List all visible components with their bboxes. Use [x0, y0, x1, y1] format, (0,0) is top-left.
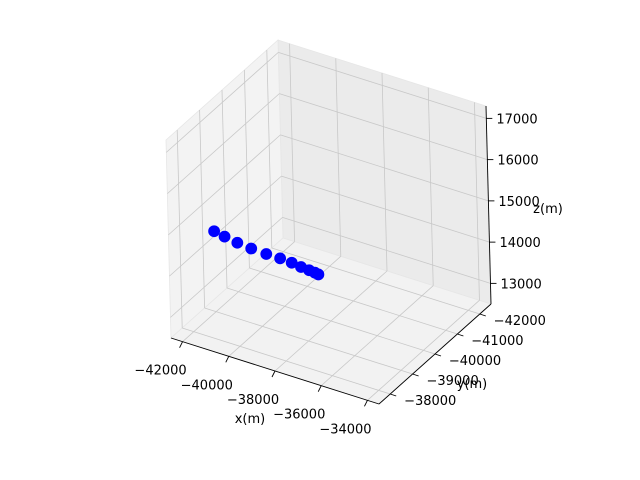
- axis-panes: [165, 39, 492, 405]
- data-point: [260, 248, 273, 260]
- grid-line-y: [204, 307, 413, 375]
- tick-mark-x: [225, 356, 230, 363]
- tick-mark-y: [457, 333, 464, 337]
- data-point: [245, 242, 258, 255]
- tick-mark-y: [390, 393, 397, 397]
- grid-line-z: [167, 93, 280, 194]
- data-point: [274, 252, 287, 265]
- tick-label-y: −39000: [426, 374, 478, 389]
- tick-label-x: −42000: [134, 364, 186, 379]
- data-points: [208, 225, 325, 281]
- grid-line-y: [199, 109, 205, 309]
- tick-label-z: 15000: [498, 195, 539, 210]
- tick-label-y: −38000: [404, 394, 456, 409]
- grid-line-z: [169, 175, 282, 277]
- tick-label-x: −40000: [181, 378, 233, 393]
- grid-line-y: [226, 287, 436, 355]
- tick-mark-x: [179, 341, 183, 348]
- grid-line-z: [282, 216, 491, 284]
- tick-mark-y: [479, 313, 486, 317]
- tick-label-x: −36000: [273, 408, 325, 423]
- grid-line-y: [176, 129, 183, 329]
- axis-labels: x(m) y(m) z(m): [235, 202, 563, 427]
- tick-label-z: 17000: [496, 112, 537, 127]
- grid-line-x: [381, 72, 388, 272]
- grid-line-z: [278, 51, 487, 119]
- grid-line-z: [168, 134, 281, 236]
- grid-line-x: [335, 58, 342, 257]
- grid-line-y: [271, 247, 480, 315]
- tick-label-x: −38000: [227, 393, 279, 408]
- grid-line-z: [281, 175, 490, 243]
- grid-line-y: [221, 89, 228, 289]
- grid-line-y: [266, 49, 273, 249]
- data-point: [231, 236, 244, 249]
- tick-label-y: −40000: [449, 354, 501, 369]
- grid-line-x: [289, 43, 295, 242]
- tick-label-y: −42000: [494, 314, 546, 329]
- grid-line-z: [170, 217, 283, 318]
- tick-mark-x: [317, 385, 322, 392]
- data-point: [208, 225, 221, 238]
- tick-label-y: −41000: [471, 334, 523, 349]
- tick-label-z: 16000: [497, 154, 538, 169]
- grid-line-y: [244, 69, 250, 269]
- grid-line-z: [279, 93, 488, 161]
- tick-label-z: 13000: [500, 277, 541, 292]
- tick-label-z: 14000: [499, 236, 540, 251]
- grid-lines: [166, 43, 491, 401]
- grid-line-z: [166, 52, 279, 153]
- tick-label-x: −34000: [319, 422, 371, 437]
- tick-mark-x: [364, 400, 368, 407]
- axis-ticks: −42000−40000−38000−36000−34000−42000−410…: [134, 112, 545, 437]
- grid-line-z: [280, 134, 489, 202]
- z-axis-label: z(m): [533, 202, 563, 217]
- y-axis-label: y(m): [457, 377, 488, 392]
- tick-mark-x: [271, 370, 276, 378]
- data-point: [218, 230, 231, 243]
- data-point: [312, 268, 325, 281]
- z-axis-line: [485, 105, 492, 305]
- grid-line-x: [474, 102, 480, 301]
- grid-line-x: [427, 87, 434, 286]
- tick-mark-y: [412, 373, 419, 377]
- grid-line-y: [249, 267, 458, 335]
- grid-line-y: [182, 327, 391, 395]
- tick-mark-y: [434, 353, 442, 357]
- x-axis-label: x(m): [235, 412, 266, 427]
